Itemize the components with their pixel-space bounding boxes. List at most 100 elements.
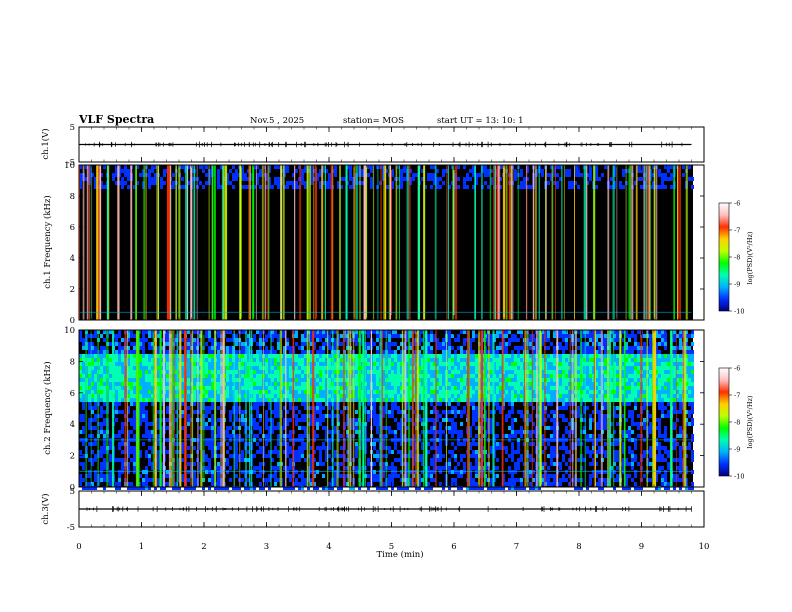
spectrogram-cell — [511, 374, 514, 378]
spectrogram-cell — [448, 458, 451, 462]
spectrogram-cell — [433, 462, 436, 466]
spectrogram-cell — [475, 374, 478, 378]
spectrogram-cell — [181, 410, 184, 414]
spectrogram-cell — [418, 406, 421, 410]
spectrogram-cell — [541, 466, 544, 470]
spectrogram-cell — [436, 466, 439, 470]
spectrogram-cell — [91, 354, 94, 358]
spectrogram-cell — [301, 402, 304, 406]
spectrogram-cell — [79, 478, 82, 482]
spectrogram-cell — [247, 358, 250, 362]
spectrogram-cell — [259, 185, 262, 189]
spectrogram-cell — [301, 173, 304, 177]
spectrogram-cell — [118, 362, 121, 366]
spectrogram-cell — [451, 358, 454, 362]
spectrogram-cell — [430, 370, 433, 374]
spectrogram-cell — [355, 394, 358, 398]
spectrogram-cell — [334, 426, 337, 430]
sferic-burst — [193, 165, 196, 320]
spectrogram-cell — [442, 382, 445, 386]
spectrogram-cell — [160, 177, 163, 181]
spectrogram-cell — [82, 354, 85, 358]
spectrogram-cell — [298, 446, 301, 450]
spectrogram-cell — [103, 466, 106, 470]
spectrogram-cell — [274, 334, 277, 338]
spectrogram-cell — [175, 374, 178, 378]
spectrogram-cell — [448, 426, 451, 430]
spectrogram-cell — [241, 370, 244, 374]
spectrogram-cell — [295, 478, 298, 482]
spectrogram-cell — [472, 169, 475, 173]
spectrogram-cell — [520, 370, 523, 374]
spectrogram-cell — [388, 410, 391, 414]
spectrogram-cell — [286, 410, 289, 414]
sferic-burst — [555, 165, 556, 320]
spectrogram-cell — [193, 486, 196, 490]
spectrogram-cell — [406, 374, 409, 378]
spectrogram-cell — [328, 442, 331, 446]
spectrogram-cell — [247, 354, 250, 358]
sferic-burst — [532, 165, 535, 320]
spectrogram-cell — [301, 482, 304, 486]
spectrogram-cell — [94, 478, 97, 482]
spectrogram-cell — [367, 354, 370, 358]
spectrogram-cell — [514, 398, 517, 402]
spectrogram-cell — [373, 382, 376, 386]
spectrogram-cell — [79, 374, 82, 378]
sferic-burst — [538, 165, 540, 320]
spectrogram-cell — [256, 410, 259, 414]
spectrogram-cell — [274, 474, 277, 478]
spectrogram-cell — [145, 450, 148, 454]
spectrogram-cell — [529, 382, 532, 386]
spectrogram-cell — [208, 398, 211, 402]
spectrogram-cell — [301, 370, 304, 374]
spectrogram-cell — [682, 173, 685, 177]
spectrogram-cell — [430, 362, 433, 366]
spectrogram-cell — [301, 366, 304, 370]
spectrogram-cell — [79, 394, 82, 398]
spectrogram-cell — [94, 330, 97, 334]
spectrogram-cell — [397, 165, 400, 169]
spectrogram-cell — [298, 486, 301, 490]
spectrogram-cell — [430, 398, 433, 402]
spectrogram-cell — [394, 390, 397, 394]
spectrogram-cell — [313, 410, 316, 414]
sferic-burst — [156, 165, 158, 320]
spectrogram-cell — [355, 430, 358, 434]
spectrogram-cell — [349, 173, 352, 177]
spectrogram-cell — [373, 446, 376, 450]
spectrogram-cell — [325, 185, 328, 189]
spectrogram-cell — [118, 370, 121, 374]
spectrogram-cell — [316, 470, 319, 474]
spectrogram-cell — [382, 454, 385, 458]
spectrogram-cell — [304, 434, 307, 438]
spectrogram-cell — [310, 390, 313, 394]
spectrogram-cell — [277, 466, 280, 470]
spectrogram-cell — [301, 342, 304, 346]
spectrogram-cell — [100, 446, 103, 450]
spectrogram-cell — [283, 346, 286, 350]
spectrogram-cell — [100, 181, 103, 185]
spectrogram-cell — [463, 470, 466, 474]
spectrogram-cell — [568, 185, 571, 189]
spectrogram-cell — [520, 482, 523, 486]
spectrogram-cell — [103, 350, 106, 354]
spectrogram-cell — [553, 173, 556, 177]
spectrogram-cell — [217, 334, 220, 338]
spectrogram-cell — [622, 173, 625, 177]
spectrogram-cell — [130, 398, 133, 402]
spectrogram-cell — [241, 410, 244, 414]
spectrogram-cell — [454, 358, 457, 362]
spectrogram-cell — [460, 378, 463, 382]
spectrogram-cell — [454, 478, 457, 482]
spectrogram-cell — [271, 330, 274, 334]
spectrogram-cell — [181, 414, 184, 418]
spectrogram-cell — [301, 426, 304, 430]
spectrogram-cell — [142, 418, 145, 422]
spectrogram-cell — [541, 378, 544, 382]
sferic-burst — [86, 165, 89, 320]
spectrogram-cell — [598, 177, 601, 181]
spectrogram-cell — [166, 374, 169, 378]
spectrogram-cell — [394, 406, 397, 410]
spectrogram-cell — [514, 430, 517, 434]
